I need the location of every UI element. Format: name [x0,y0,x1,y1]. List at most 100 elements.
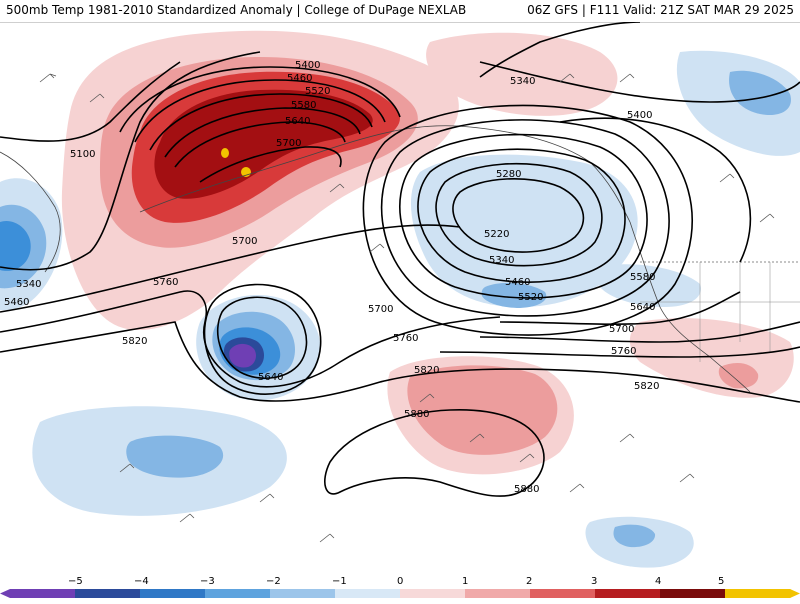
cold-anomaly-neg3-west [0,220,31,271]
contour-label: 5760 [611,346,636,357]
colorbar-cell [335,589,401,598]
wind-barb [679,473,695,483]
wind-barb [119,463,135,473]
contour-5520-low [362,104,694,336]
contour-5580-east [559,117,752,263]
colorbar-tick: 5 [718,576,724,587]
contour-label: 5100 [70,149,95,160]
contour-label: 5460 [4,297,29,308]
contour-label: 5700 [368,304,393,315]
contour-label: 5340 [510,76,535,87]
model-valid-time: 06Z GFS | F111 Valid: 21Z SAT MAR 29 202… [527,3,794,17]
wind-barb [329,183,345,193]
contour-label: 5640 [630,302,655,313]
colorbar-cell [660,589,726,598]
wind-barb [619,73,635,83]
anomaly-shading [0,30,800,568]
contour-5760 [0,290,501,388]
contour-5700-east [479,321,800,343]
warm-anomaly-pos2-south [407,365,558,455]
wind-barb [719,173,735,183]
colorbar-tick: 2 [526,576,532,587]
wind-barb [419,393,435,403]
colorbar-tick: −4 [134,576,149,587]
warm-anomaly-pos2-east [718,362,759,389]
contour-label: 5820 [122,336,147,347]
colorbar-cell [465,589,531,598]
colorbar-cells [0,589,800,598]
contour-5460-low [380,119,670,317]
colorbar-cell [205,589,271,598]
contour-5760-east [439,346,800,358]
contour-label: 5400 [627,110,652,121]
cold-anomaly-neg5-cutoff [229,343,256,368]
cold-anomaly-neg2-sw [126,435,224,478]
warm-anomaly-pos1-ne [426,32,618,116]
colorbar-tick: −2 [266,576,281,587]
contour-label: 5700 [609,324,634,335]
wind-barb [559,73,575,83]
contour-5700 [0,224,461,313]
cold-anomaly-neg1-low [410,154,638,307]
contour-label: 5340 [16,279,41,290]
contour-5820 [0,321,800,403]
contour-5340-ne [479,22,641,78]
contour-label: 5400 [295,60,320,71]
wind-barb [469,433,485,443]
contour-label: 5820 [414,365,439,376]
contour-5460 [134,79,386,143]
contour-label: 5520 [518,292,543,303]
contour-5400 [119,66,401,133]
product-title: 500mb Temp 1981-2010 Standardized Anomal… [6,3,467,17]
contour-label: 5640 [285,116,310,127]
colorbar-tick: −1 [332,576,347,587]
title-bar: 500mb Temp 1981-2010 Standardized Anomal… [0,0,800,23]
colorbar-tick: 4 [655,576,661,587]
contour-5340-west [0,51,261,271]
contour-5700-low [203,283,322,395]
coastline-alaska [139,125,631,223]
contour-label: 5700 [276,138,301,149]
contour-label: 5820 [634,381,659,392]
coastline-west-coast [629,221,751,393]
contour-5640-low [216,296,308,380]
contour-label: 5760 [153,277,178,288]
cold-anomaly-neg2-se [613,524,656,548]
contour-label: 5580 [630,272,655,283]
contour-5700-ridge [199,146,342,183]
contour-label: 5880 [514,484,539,495]
contour-label: 5460 [505,277,530,288]
coastline-asia [0,151,61,273]
contour-5580 [164,107,361,158]
wind-barb [319,533,335,543]
wind-barb [569,483,585,493]
contour-label: 5580 [291,100,316,111]
cold-anomaly-neg2-low [481,282,547,308]
colorbar-tick: 0 [397,576,403,587]
colorbar-cell [530,589,596,598]
height-contours [0,22,800,497]
wind-barb [259,493,275,503]
contour-5400-low [399,133,648,299]
contour-5640 [174,121,346,168]
wind-barb [89,93,105,103]
contour-label: 5460 [287,73,312,84]
contour-5640-east [499,291,741,326]
colorbar-ticks: −5 −4 −3 −2 −1 0 1 2 3 4 5 [68,576,724,587]
contour-label: 5280 [496,169,521,180]
colorbar-cell [725,589,791,598]
contour-label: 5880 [404,409,429,420]
wind-barbs [39,73,775,543]
colorbar-end-cap-right [790,589,800,598]
colorbar-end-cap-left [0,589,10,598]
contour-labels: 5400 5460 5520 5580 5640 5700 5100 5700 … [4,60,659,495]
contour-label: 5340 [489,255,514,266]
anomaly-map: 5400 5460 5520 5580 5640 5700 5100 5700 … [0,22,800,572]
contour-5520 [149,93,373,151]
cold-anomaly-neg2-ne [729,70,791,116]
contour-label: 5760 [393,333,418,344]
contour-5100 [0,61,181,142]
colorbar-tick: −3 [200,576,215,587]
wind-barb [519,453,535,463]
